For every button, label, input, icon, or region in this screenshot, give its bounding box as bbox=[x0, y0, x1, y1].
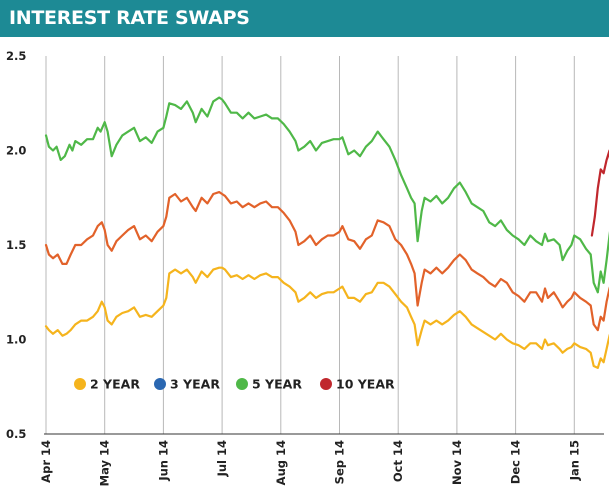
legend-label: 5 YEAR bbox=[252, 377, 302, 392]
series-line-10-year bbox=[590, 149, 609, 237]
series-line-2-year bbox=[44, 266, 609, 369]
y-tick-label: 0.5 bbox=[6, 427, 26, 441]
legend-item: 3 YEAR bbox=[154, 377, 220, 392]
x-tick-label: Jul 14 bbox=[215, 440, 229, 477]
legend-item: 10 YEAR bbox=[320, 377, 395, 392]
legend-swatch bbox=[236, 378, 248, 390]
legend-swatch bbox=[320, 378, 332, 390]
legend-label: 10 YEAR bbox=[336, 377, 395, 392]
legend-swatch bbox=[154, 378, 166, 390]
x-tick-label: Dec 14 bbox=[509, 440, 523, 484]
series-line-5-year bbox=[44, 96, 609, 294]
x-tick-label: Nov 14 bbox=[450, 440, 464, 485]
x-tick-label: Apr 14 bbox=[39, 440, 53, 483]
x-tick-label: Jan 15 bbox=[567, 440, 581, 481]
chart-title: INTEREST RATE SWAPS bbox=[0, 0, 609, 37]
x-tick-label: Oct 14 bbox=[391, 440, 405, 482]
series-line-3-year bbox=[44, 191, 609, 332]
legend-item: 2 YEAR bbox=[74, 377, 140, 392]
legend-label: 2 YEAR bbox=[90, 377, 140, 392]
x-tick-label: Sep 14 bbox=[333, 440, 347, 484]
y-tick-label: 1.5 bbox=[6, 238, 26, 252]
x-tick-label: Jun 14 bbox=[156, 440, 170, 482]
x-tick-label: Apr 15 bbox=[607, 440, 609, 483]
legend-swatch bbox=[74, 378, 86, 390]
x-tick-label: Aug 14 bbox=[274, 440, 288, 485]
y-tick-label: 1.0 bbox=[6, 333, 26, 347]
x-tick-label: May 14 bbox=[98, 440, 112, 486]
legend-label: 3 YEAR bbox=[170, 377, 220, 392]
legend-item: 5 YEAR bbox=[236, 377, 302, 392]
y-tick-label: 2.0 bbox=[6, 144, 26, 158]
y-tick-label: 2.5 bbox=[6, 49, 26, 63]
